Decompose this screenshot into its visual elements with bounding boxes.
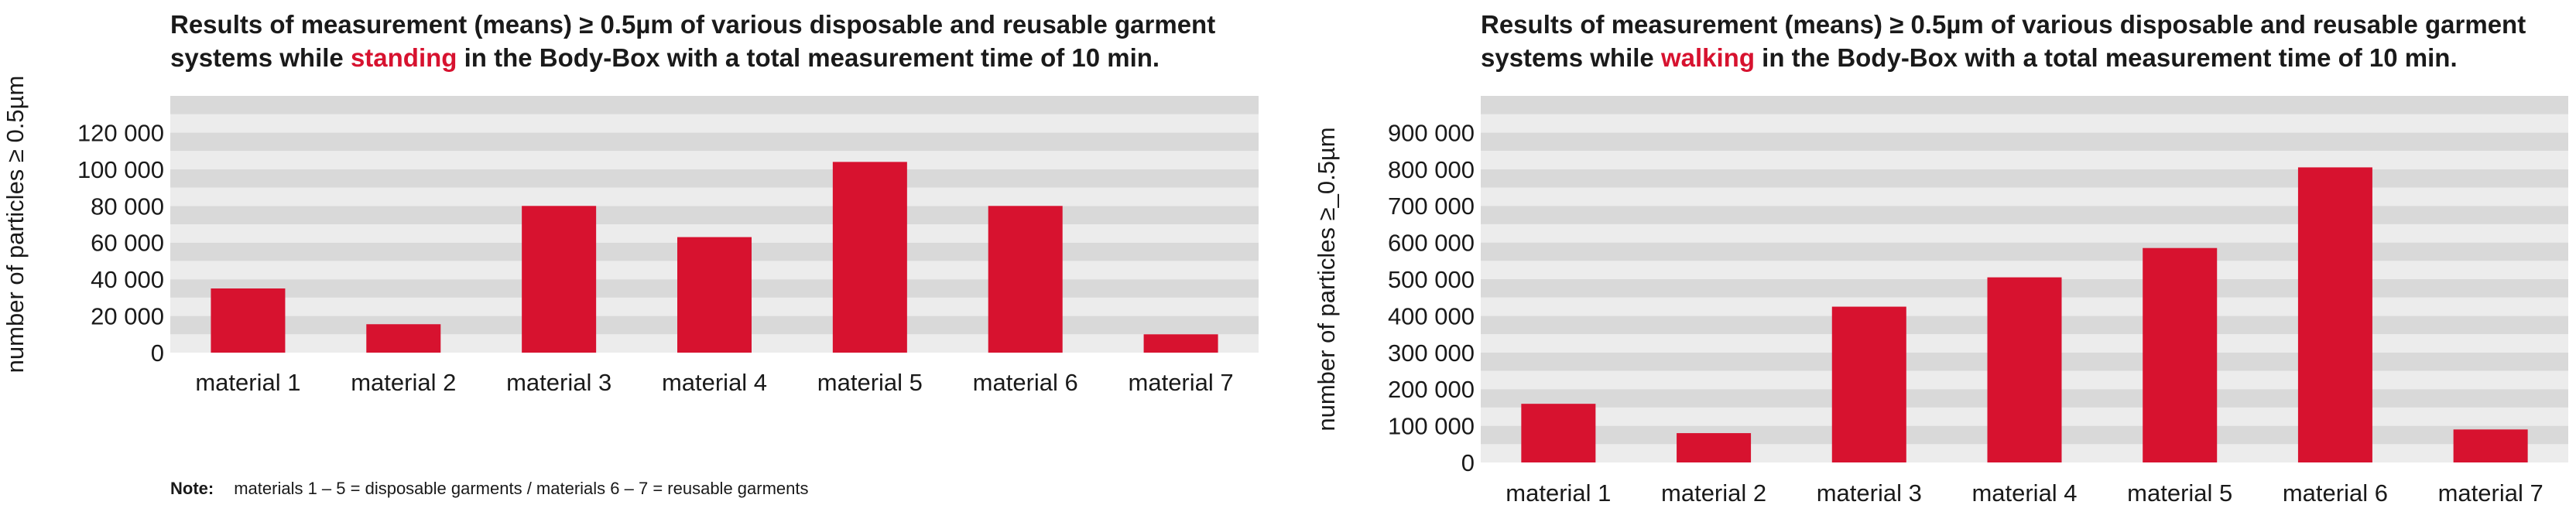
grid-band — [170, 114, 1259, 133]
note-text: materials 1 – 5 = disposable garments / … — [234, 479, 809, 498]
grid-band — [1481, 169, 2568, 188]
y-tick-label: 80 000 — [91, 193, 164, 220]
bar-material-5 — [2143, 247, 2218, 462]
y-tick-label: 300 000 — [1388, 339, 1475, 367]
grid-band — [1481, 114, 2568, 133]
bar-material-5 — [832, 162, 907, 353]
bar-material-1 — [211, 288, 286, 353]
grid-band — [170, 187, 1259, 206]
chart-title-line2: systems while standing in the Body-Box w… — [170, 43, 1160, 72]
grid-band — [1481, 132, 2568, 152]
y-tick-label: 60 000 — [91, 230, 164, 257]
grid-band — [170, 169, 1259, 188]
bar-material-4 — [1987, 277, 2062, 462]
x-tick-label: material 1 — [1506, 479, 1611, 507]
title-highlight-standing: standing — [350, 43, 457, 72]
bar-material-3 — [1831, 306, 1906, 462]
bar-material-7 — [1143, 334, 1218, 353]
y-tick-label: 120 000 — [77, 119, 164, 146]
x-tick-label: material 1 — [195, 369, 300, 396]
grid-band — [1481, 96, 2568, 114]
bar-material-1 — [1521, 404, 1596, 462]
grid-band — [1481, 151, 2568, 169]
grid-band — [170, 96, 1259, 114]
x-tick-label: material 3 — [1817, 479, 1922, 507]
chart-title-line2: systems while walking in the Body-Box wi… — [1481, 43, 2458, 72]
x-tick-label: material 3 — [506, 369, 611, 396]
bar-material-4 — [677, 237, 752, 353]
y-tick-label: 600 000 — [1388, 230, 1475, 257]
grid-band — [1481, 261, 2568, 279]
grid-band — [1481, 242, 2568, 261]
grid-band — [170, 132, 1259, 152]
bar-material-3 — [522, 206, 597, 353]
y-tick-label: 40 000 — [91, 266, 164, 293]
x-tick-label: material 2 — [1661, 479, 1766, 507]
grid-band — [1481, 187, 2568, 206]
grid-band — [170, 224, 1259, 243]
x-tick-label: material 4 — [662, 369, 767, 396]
chart-title-line1: Results of measurement (means) ≥ 0.5µm o… — [170, 10, 1216, 39]
y-tick-label: 0 — [1461, 449, 1475, 476]
y-tick-label: 100 000 — [1388, 413, 1475, 440]
chart-title-standing: Results of measurement (means) ≥ 0.5µm o… — [170, 8, 1215, 74]
y-tick-label: 500 000 — [1388, 266, 1475, 293]
chart-title-line1: Results of measurement (means) ≥ 0.5µm o… — [1481, 10, 2526, 39]
y-tick-label: 20 000 — [91, 303, 164, 330]
y-tick-label: 800 000 — [1388, 156, 1475, 183]
y-tick-label: 900 000 — [1388, 119, 1475, 146]
x-tick-label: material 4 — [1971, 479, 2077, 507]
y-tick-label: 400 000 — [1388, 302, 1475, 329]
chart-title-walking: Results of measurement (means) ≥ 0.5µm o… — [1481, 8, 2526, 74]
x-tick-label: material 7 — [2438, 479, 2543, 507]
x-tick-label: material 5 — [817, 369, 923, 396]
x-tick-label: material 7 — [1129, 369, 1234, 396]
x-tick-label: material 6 — [973, 369, 1078, 396]
x-tick-label: material 6 — [2283, 479, 2388, 507]
y-axis-label: number of particles ≥_0.5µm — [1313, 127, 1340, 431]
grid-band — [1481, 223, 2568, 243]
y-tick-label: 700 000 — [1388, 193, 1475, 220]
grid-band — [170, 151, 1259, 169]
grid-band — [170, 206, 1259, 224]
y-axis-label: number of particles ≥ 0.5µm — [2, 76, 29, 374]
bar-material-2 — [1677, 433, 1752, 462]
bar-material-6 — [2297, 167, 2372, 462]
bar-material-2 — [366, 324, 441, 353]
note-label: Note: — [170, 479, 214, 498]
y-tick-label: 0 — [151, 339, 164, 367]
x-tick-label: material 2 — [351, 369, 456, 396]
bar-material-7 — [2453, 429, 2528, 462]
y-tick-label: 100 000 — [77, 156, 164, 183]
title-highlight-walking: walking — [1660, 43, 1755, 72]
y-tick-label: 200 000 — [1388, 376, 1475, 403]
footnote: Note: materials 1 – 5 = disposable garmen… — [170, 479, 809, 499]
x-tick-label: material 5 — [2127, 479, 2232, 507]
grid-band — [1481, 206, 2568, 224]
bar-material-6 — [988, 206, 1063, 353]
